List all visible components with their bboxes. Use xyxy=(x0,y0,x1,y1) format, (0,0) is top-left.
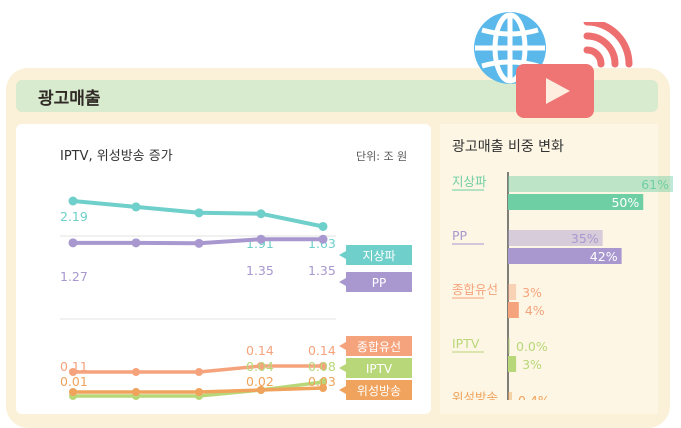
line-chart-title: IPTV, 위성방송 증가 xyxy=(60,149,173,164)
category-label: IPTV xyxy=(452,336,480,351)
bar-before xyxy=(508,338,510,354)
data-point xyxy=(194,208,204,218)
series-tag xyxy=(346,336,412,356)
data-label: 0.02 xyxy=(246,374,274,389)
bar-before xyxy=(508,392,512,400)
data-point xyxy=(319,384,327,392)
bar-after xyxy=(508,302,519,318)
line-chart-unit: 단위: 조 원 xyxy=(356,150,408,163)
series-tag-pointer xyxy=(339,342,346,350)
data-label: 0.11 xyxy=(60,359,88,374)
series-tag-pointer xyxy=(339,251,346,259)
data-label: 1.35 xyxy=(308,263,336,278)
data-label: 1.27 xyxy=(60,269,88,284)
series-tag xyxy=(346,245,412,265)
data-label: 0.14 xyxy=(308,343,336,358)
data-point xyxy=(256,209,266,219)
data-point xyxy=(131,238,141,248)
series-tag-label: 지상파 xyxy=(362,249,395,263)
bar-before-label: 61% xyxy=(641,177,669,192)
bar-before-label: 3% xyxy=(522,285,542,300)
series-tag xyxy=(346,272,412,292)
series-tag-label: 위성방송 xyxy=(357,384,401,398)
data-point xyxy=(132,388,140,396)
bar-after-label: 3% xyxy=(522,357,542,372)
bar-before xyxy=(508,284,517,300)
data-point xyxy=(256,234,266,244)
data-label: 2.19 xyxy=(60,209,88,224)
data-label: 0.01 xyxy=(60,374,88,389)
series-tag-label: PP xyxy=(372,276,386,290)
data-point xyxy=(319,378,327,386)
data-point xyxy=(68,196,78,206)
data-point xyxy=(318,234,328,244)
data-point xyxy=(319,362,327,370)
data-point xyxy=(195,388,203,396)
page-title: 광고매출 xyxy=(38,89,101,109)
category-label: 지상파 xyxy=(452,174,487,189)
data-label: 0.14 xyxy=(246,343,274,358)
chart-canvas: 2.191.911.63지상파1.271.351.35PP0.110.140.1… xyxy=(60,172,673,400)
data-point xyxy=(195,368,203,376)
bar-before xyxy=(508,230,603,246)
data-label: 0.08 xyxy=(308,359,336,374)
data-label: 1.35 xyxy=(246,263,274,278)
bar-after-label: 50% xyxy=(611,195,639,210)
bar-after xyxy=(508,248,622,264)
series-tag xyxy=(346,380,412,400)
series-tag xyxy=(346,358,412,378)
data-point xyxy=(318,221,328,231)
data-point xyxy=(69,388,77,396)
series-tag-label: IPTV xyxy=(366,362,393,376)
bar-before-label: 0.0% xyxy=(516,339,548,354)
data-point xyxy=(131,202,141,212)
category-label: 위성방송 xyxy=(452,390,498,400)
bar-after-label: 4% xyxy=(525,303,545,318)
data-label: 0.03 xyxy=(308,374,336,389)
category-label: PP xyxy=(452,228,468,243)
bar-after xyxy=(508,194,644,210)
series-tag-pointer xyxy=(339,278,346,286)
bar-after xyxy=(508,356,517,372)
data-point xyxy=(257,386,265,394)
share-chart-panel xyxy=(440,124,658,414)
data-point xyxy=(257,362,265,370)
share-chart-title: 광고매출 비중 변화 xyxy=(452,139,564,155)
bar-before-label: 0.4% xyxy=(518,393,550,400)
data-point xyxy=(194,238,204,248)
series-tag-label: 종합유선 xyxy=(357,340,401,354)
series-tag-pointer xyxy=(339,386,346,394)
category-label: 종합유선 xyxy=(452,282,498,297)
bar-before-label: 35% xyxy=(571,231,599,246)
broadcast-signal-icon xyxy=(583,22,633,68)
data-label: 0.04 xyxy=(246,359,274,374)
data-point xyxy=(132,368,140,376)
bar-before xyxy=(508,176,673,192)
data-point xyxy=(68,238,78,248)
bar-after-label: 42% xyxy=(590,249,618,264)
data-point xyxy=(69,368,77,376)
series-tag-pointer xyxy=(339,364,346,372)
video-play-icon xyxy=(516,22,633,118)
